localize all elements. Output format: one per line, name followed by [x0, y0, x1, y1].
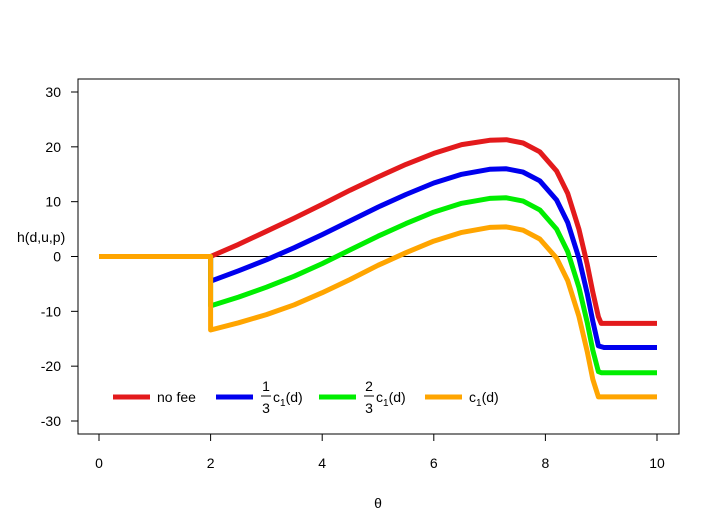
x-tick-label: 0 — [95, 455, 103, 471]
legend-label: c1(d) — [469, 389, 499, 409]
y-axis: -30 -20 -10 0 10 20 30 — [41, 84, 78, 429]
legend-item-2: 1 3c1(d) — [216, 378, 303, 416]
series-line-2 — [99, 166, 657, 350]
series-line-4 — [99, 224, 657, 400]
x-tick-label: 8 — [542, 455, 550, 471]
y-axis-title: h(d,u,p) — [17, 229, 65, 245]
y-tick-label: 0 — [53, 249, 61, 265]
legend-fraction-numerator: 2 — [365, 378, 373, 394]
legend-item-3: 2 3c1(d) — [319, 378, 406, 416]
x-tick-label: 6 — [430, 455, 438, 471]
legend-label: c1(d) — [273, 389, 303, 409]
series-group — [99, 137, 657, 400]
legend-label: c1(d) — [376, 389, 406, 409]
legend-item-4: c1(d) — [425, 389, 499, 409]
y-tick-label: 10 — [45, 194, 61, 210]
y-tick-label: 20 — [45, 139, 61, 155]
y-tick-label: 30 — [45, 84, 61, 100]
x-axis-title: θ — [374, 495, 382, 511]
y-tick-label: -10 — [41, 303, 61, 319]
x-tick-label: 2 — [207, 455, 215, 471]
legend-item-1: no fee — [113, 389, 196, 405]
legend-label: no fee — [157, 389, 196, 405]
x-tick-label: 10 — [649, 455, 665, 471]
y-tick-label: -20 — [41, 358, 61, 374]
x-tick-label: 4 — [318, 455, 326, 471]
series-line-1 — [99, 137, 657, 326]
series-line-3 — [99, 195, 657, 376]
x-axis: 0 2 4 6 8 10 — [95, 434, 665, 471]
legend-fraction-denominator: 3 — [262, 400, 270, 416]
y-tick-label: -30 — [41, 413, 61, 429]
legend-fraction-denominator: 3 — [365, 400, 373, 416]
legend-fraction-numerator: 1 — [262, 378, 270, 394]
